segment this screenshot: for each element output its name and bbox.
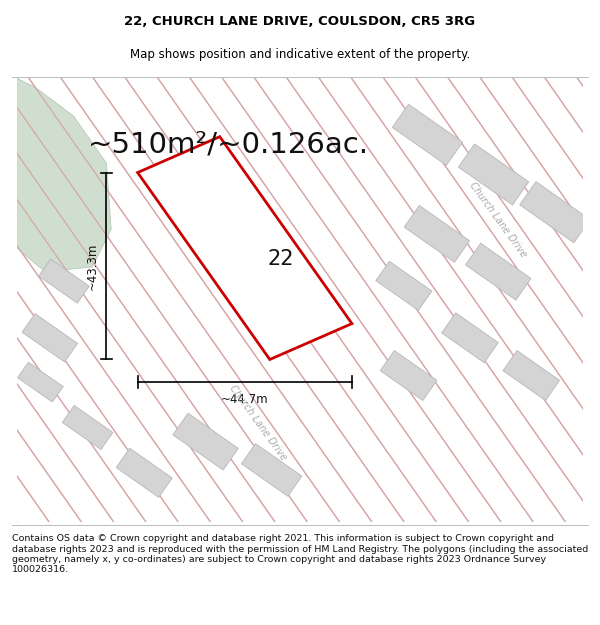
Text: ~44.7m: ~44.7m <box>221 394 269 406</box>
Polygon shape <box>241 444 302 496</box>
Polygon shape <box>376 261 432 311</box>
Text: 22, CHURCH LANE DRIVE, COULSDON, CR5 3RG: 22, CHURCH LANE DRIVE, COULSDON, CR5 3RG <box>124 16 476 28</box>
Polygon shape <box>62 406 113 449</box>
Text: Church Lane Drive: Church Lane Drive <box>227 383 288 462</box>
Polygon shape <box>22 314 77 362</box>
Polygon shape <box>520 182 590 243</box>
Polygon shape <box>17 362 63 402</box>
Polygon shape <box>466 243 531 300</box>
Polygon shape <box>116 448 172 498</box>
Polygon shape <box>458 144 529 205</box>
Polygon shape <box>380 351 437 401</box>
Text: ~43.3m: ~43.3m <box>86 242 99 290</box>
Text: Church Lane Drive: Church Lane Drive <box>468 180 529 259</box>
Text: 22: 22 <box>268 249 295 269</box>
Polygon shape <box>38 259 89 303</box>
Text: Contains OS data © Crown copyright and database right 2021. This information is : Contains OS data © Crown copyright and d… <box>12 534 588 574</box>
Polygon shape <box>392 104 463 166</box>
Polygon shape <box>442 313 498 362</box>
Polygon shape <box>404 206 470 262</box>
Polygon shape <box>17 78 111 272</box>
Polygon shape <box>173 413 238 470</box>
Text: Map shows position and indicative extent of the property.: Map shows position and indicative extent… <box>130 48 470 61</box>
Polygon shape <box>503 351 560 401</box>
Polygon shape <box>137 137 352 359</box>
Text: ~510m²/~0.126ac.: ~510m²/~0.126ac. <box>88 130 368 158</box>
